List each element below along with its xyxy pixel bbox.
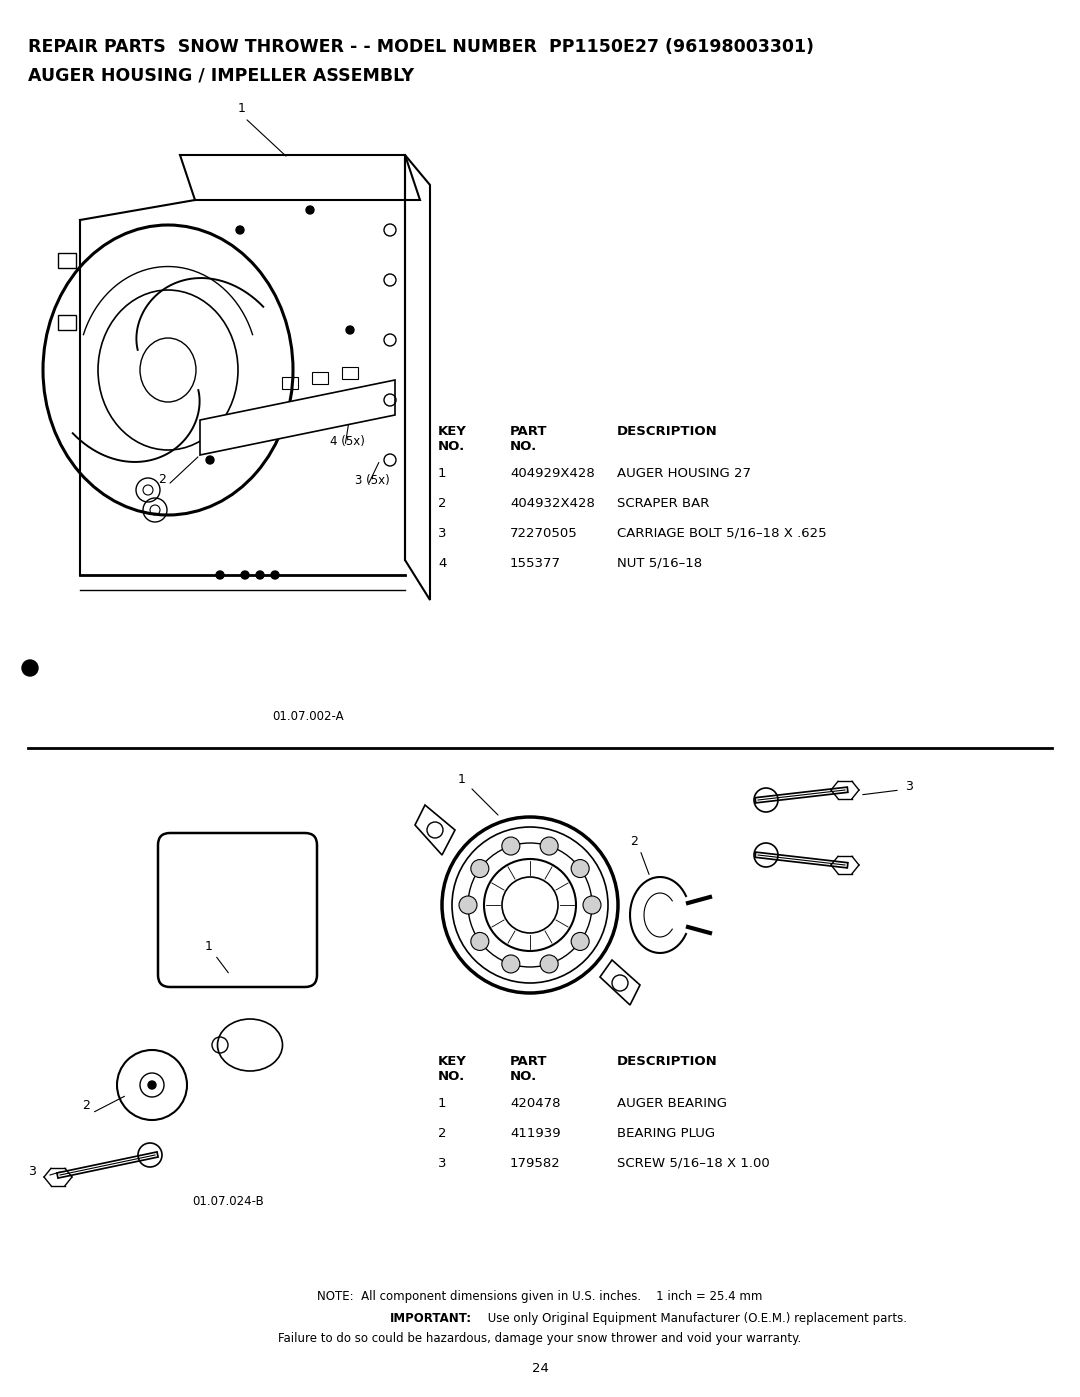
Polygon shape bbox=[200, 380, 395, 455]
Text: 2: 2 bbox=[438, 497, 446, 510]
Circle shape bbox=[540, 956, 558, 972]
Text: 3 (5x): 3 (5x) bbox=[355, 474, 390, 488]
Circle shape bbox=[237, 226, 244, 235]
Text: REPAIR PARTS  SNOW THROWER - - MODEL NUMBER  PP1150E27 (96198003301): REPAIR PARTS SNOW THROWER - - MODEL NUMB… bbox=[28, 38, 814, 56]
Bar bbox=[58, 253, 76, 268]
Text: 01.07.024-B: 01.07.024-B bbox=[192, 1194, 264, 1208]
Text: 72270505: 72270505 bbox=[510, 527, 578, 541]
Text: 4 (5x): 4 (5x) bbox=[330, 434, 365, 448]
Text: 3: 3 bbox=[438, 527, 446, 541]
Text: 155377: 155377 bbox=[510, 557, 561, 570]
Circle shape bbox=[502, 956, 519, 972]
Text: PART
NO.: PART NO. bbox=[510, 425, 548, 453]
Circle shape bbox=[22, 659, 38, 676]
Text: 404929X428: 404929X428 bbox=[510, 467, 595, 481]
Circle shape bbox=[471, 859, 489, 877]
Circle shape bbox=[502, 837, 519, 855]
Text: 411939: 411939 bbox=[510, 1127, 561, 1140]
Bar bbox=[342, 367, 357, 379]
Circle shape bbox=[540, 837, 558, 855]
Bar bbox=[282, 377, 298, 388]
Circle shape bbox=[471, 932, 489, 950]
Text: 1: 1 bbox=[438, 1097, 446, 1111]
Text: 3: 3 bbox=[438, 1157, 446, 1171]
Text: 01.07.002-A: 01.07.002-A bbox=[272, 710, 343, 724]
Text: SCREW 5/16–18 X 1.00: SCREW 5/16–18 X 1.00 bbox=[617, 1157, 770, 1171]
Text: 420478: 420478 bbox=[510, 1097, 561, 1111]
Circle shape bbox=[346, 326, 354, 334]
Text: DESCRIPTION: DESCRIPTION bbox=[617, 1055, 718, 1067]
Circle shape bbox=[271, 571, 279, 578]
Circle shape bbox=[306, 205, 314, 214]
Circle shape bbox=[459, 895, 477, 914]
Bar bbox=[312, 372, 328, 384]
Text: AUGER BEARING: AUGER BEARING bbox=[617, 1097, 727, 1111]
Bar bbox=[58, 314, 76, 330]
Circle shape bbox=[583, 895, 600, 914]
Text: 1: 1 bbox=[205, 940, 213, 953]
Circle shape bbox=[148, 1081, 156, 1090]
Text: NOTE:  All component dimensions given in U.S. inches.    1 inch = 25.4 mm: NOTE: All component dimensions given in … bbox=[318, 1289, 762, 1303]
Text: 1: 1 bbox=[438, 467, 446, 481]
Text: 1: 1 bbox=[458, 773, 465, 787]
Text: 1: 1 bbox=[238, 102, 246, 115]
Circle shape bbox=[241, 571, 249, 578]
Text: IMPORTANT:: IMPORTANT: bbox=[390, 1312, 472, 1324]
Text: AUGER HOUSING 27: AUGER HOUSING 27 bbox=[617, 467, 751, 481]
Text: BEARING PLUG: BEARING PLUG bbox=[617, 1127, 715, 1140]
Circle shape bbox=[256, 571, 264, 578]
Text: 2: 2 bbox=[630, 835, 638, 848]
Text: 404932X428: 404932X428 bbox=[510, 497, 595, 510]
Text: KEY
NO.: KEY NO. bbox=[438, 425, 467, 453]
Text: AUGER HOUSING / IMPELLER ASSEMBLY: AUGER HOUSING / IMPELLER ASSEMBLY bbox=[28, 66, 414, 84]
Text: 4: 4 bbox=[438, 557, 446, 570]
Text: 3: 3 bbox=[28, 1165, 36, 1178]
Text: 179582: 179582 bbox=[510, 1157, 561, 1171]
Text: 2: 2 bbox=[438, 1127, 446, 1140]
Circle shape bbox=[206, 455, 214, 464]
Text: 24: 24 bbox=[531, 1362, 549, 1375]
Text: Use only Original Equipment Manufacturer (O.E.M.) replacement parts.: Use only Original Equipment Manufacturer… bbox=[484, 1312, 907, 1324]
Text: SCRAPER BAR: SCRAPER BAR bbox=[617, 497, 710, 510]
Text: DESCRIPTION: DESCRIPTION bbox=[617, 425, 718, 439]
Text: KEY
NO.: KEY NO. bbox=[438, 1055, 467, 1083]
Circle shape bbox=[571, 859, 590, 877]
Circle shape bbox=[571, 932, 590, 950]
Text: 3: 3 bbox=[905, 780, 913, 793]
Text: 2: 2 bbox=[158, 474, 166, 486]
Text: NUT 5/16–18: NUT 5/16–18 bbox=[617, 557, 702, 570]
Text: CARRIAGE BOLT 5/16–18 X .625: CARRIAGE BOLT 5/16–18 X .625 bbox=[617, 527, 826, 541]
Text: 2: 2 bbox=[82, 1099, 90, 1112]
Circle shape bbox=[216, 571, 224, 578]
Text: PART
NO.: PART NO. bbox=[510, 1055, 548, 1083]
Text: Failure to do so could be hazardous, damage your snow thrower and void your warr: Failure to do so could be hazardous, dam… bbox=[279, 1331, 801, 1345]
